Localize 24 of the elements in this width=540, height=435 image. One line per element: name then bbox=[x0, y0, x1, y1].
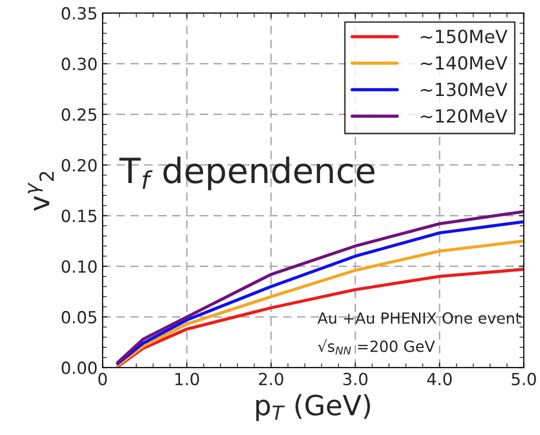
legend-label: ~120MeV bbox=[420, 109, 508, 123]
x-tick-label: 4.0 bbox=[427, 372, 452, 386]
x-tick-label: 0 bbox=[98, 372, 107, 386]
x-tick-label: 3.0 bbox=[343, 372, 368, 386]
y-tick-label: 0.10 bbox=[62, 260, 97, 273]
legend-label: ~150MeV bbox=[420, 30, 508, 44]
y-tick-label: 0.00 bbox=[62, 362, 97, 374]
legend-label: ~140MeV bbox=[420, 56, 508, 70]
y-tick-label: 0.25 bbox=[62, 108, 96, 121]
y-tick-label: 0.35 bbox=[62, 7, 96, 20]
x-tick-label: 2.0 bbox=[259, 372, 284, 386]
x-tick-label: 1.0 bbox=[175, 372, 199, 386]
line-series bbox=[116, 268, 524, 368]
annotation: T$_{f}$ dependence bbox=[119, 156, 374, 190]
legend-label: ~130MeV bbox=[420, 82, 508, 96]
y-tick-label: 0.30 bbox=[62, 58, 97, 70]
y-axis-title: v$^{γ}$$_{2}$ bbox=[28, 172, 54, 211]
y-tick-label: 0.20 bbox=[62, 158, 97, 172]
annotation: √s$_{NN}$ =200 GeV bbox=[318, 339, 435, 354]
x-tick-label: 5.0 bbox=[512, 372, 536, 386]
y-tick-label: 0.15 bbox=[62, 210, 96, 222]
y-tick-label: 0.05 bbox=[62, 310, 96, 324]
x-axis-title: p$_{T}$ (GeV) bbox=[256, 394, 370, 421]
annotation: Au +Au PHENIX One event bbox=[318, 312, 521, 324]
